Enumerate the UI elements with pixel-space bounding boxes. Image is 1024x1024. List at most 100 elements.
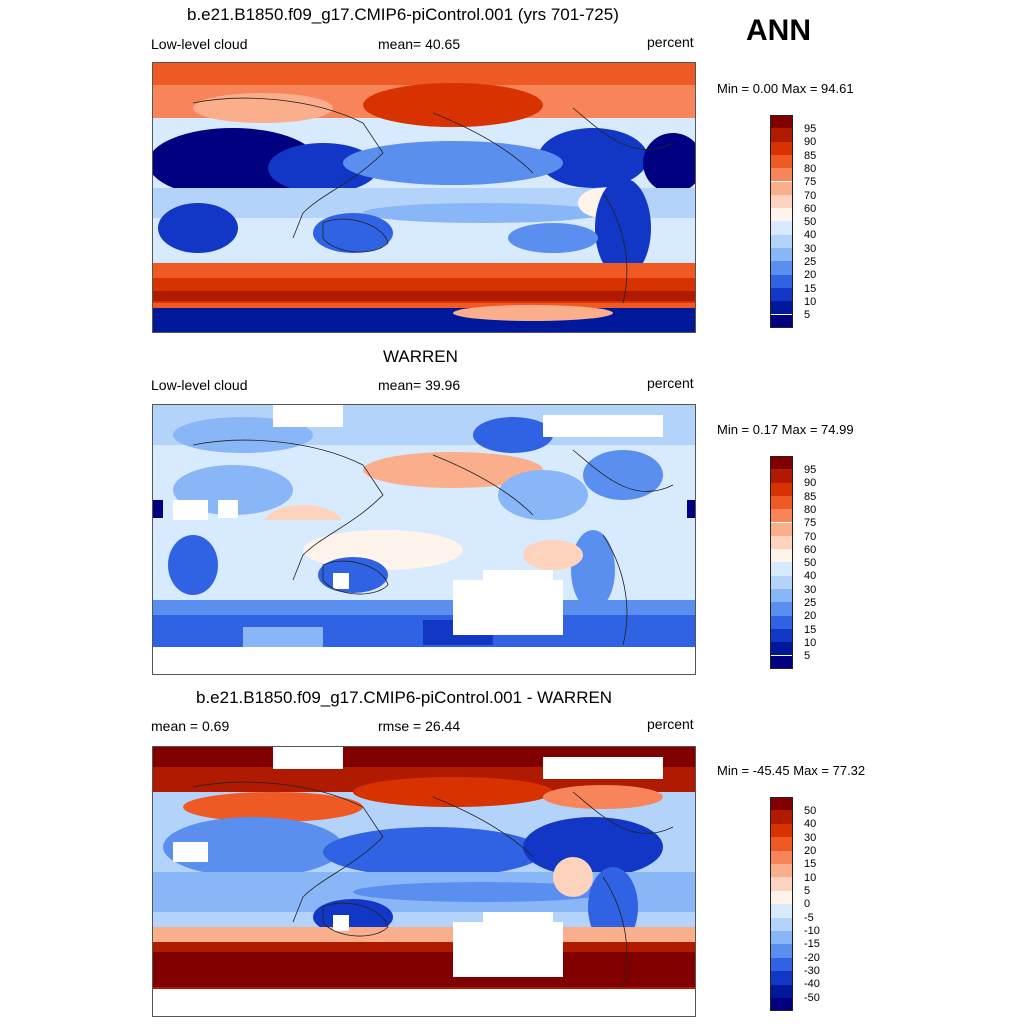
panel2-colorbar-tick: 75 [804, 517, 817, 529]
panel3-rmse-label: rmse = 26.44 [378, 718, 461, 734]
panel2-title: WARREN [383, 347, 458, 366]
panel1-title: b.e21.B1850.f09_g17.CMIP6-piControl.001 … [187, 5, 619, 24]
panel2-colorbar-tick: 10 [804, 637, 817, 649]
panel3-colorbar-swatch [770, 917, 793, 931]
panel1-colorbar-swatch [770, 287, 793, 302]
panel2-map [152, 404, 696, 675]
panel3-colorbar-tick: -50 [804, 992, 820, 1004]
panel3-colorbar-tick: 5 [804, 885, 811, 897]
panel1-colorbar-tick: 15 [804, 283, 817, 295]
panel1-colorbar-swatch [770, 234, 793, 248]
panel1-colorbar-tick: 20 [804, 269, 817, 281]
panel1-colorbar-swatch [770, 115, 793, 129]
panel2-map-field [153, 405, 695, 674]
panel1-colorbar-tick: 40 [804, 229, 817, 241]
panel2-units-label: percent [647, 375, 694, 391]
panel2-colorbar-swatch [770, 602, 793, 616]
panel1-colorbar-swatch [770, 261, 793, 275]
panel3-colorbar-swatch [770, 864, 793, 878]
panel3-mean-label: mean = 0.69 [151, 718, 230, 734]
panel3-colorbar-tick: 20 [804, 845, 817, 857]
panel1-mean-label: mean= 40.65 [378, 36, 461, 52]
panel1-colorbar-tick: 50 [804, 216, 817, 228]
panel3-colorbar-tick: 50 [804, 805, 817, 817]
panel1-colorbar-tick: 75 [804, 176, 817, 188]
panel2-colorbar-swatch [770, 589, 793, 603]
panel3-colorbar-swatch [770, 823, 793, 838]
panel3-colorbar-tick: -20 [804, 952, 820, 964]
panel1-map [152, 62, 696, 333]
panel3-colorbar-tick: 0 [804, 898, 811, 910]
panel2-left-label: Low-level cloud [151, 377, 248, 393]
panel2-colorbar-swatch [770, 469, 793, 483]
season-label: ANN [746, 14, 811, 47]
panel3-map-field [153, 747, 695, 1016]
panel1-colorbar-tick: 90 [804, 136, 817, 148]
panel2-colorbar-swatch [770, 575, 793, 589]
panel1-minmax: Min = 0.00 Max = 94.61 [717, 81, 854, 96]
panel1-colorbar-swatch [770, 181, 793, 195]
panel1-left-label: Low-level cloud [151, 36, 248, 52]
panel1-colorbar-tick: 85 [804, 150, 817, 162]
panel1-colorbar-swatch [770, 141, 793, 155]
panel3-colorbar-tick: 15 [804, 858, 817, 870]
panel2-colorbar-tick: 30 [804, 584, 817, 596]
panel3-colorbar-swatch [770, 984, 793, 998]
panel1-map-field [153, 63, 695, 332]
panel1-units-label: percent [647, 34, 694, 50]
panel3-colorbar-swatch [770, 890, 793, 905]
panel1-colorbar-tick: 95 [804, 123, 817, 135]
panel2-colorbar-tick: 25 [804, 597, 817, 609]
panel2-colorbar-swatch [770, 549, 793, 563]
panel2-colorbar-swatch [770, 655, 793, 669]
panel2-colorbar-swatch [770, 615, 793, 629]
panel2-colorbar-tick: 80 [804, 504, 817, 516]
panel3-colorbar-swatch [770, 797, 793, 811]
panel2-mean-label: mean= 39.96 [378, 377, 461, 393]
panel3-colorbar-swatch [770, 810, 793, 824]
panel2-colorbar-swatch [770, 509, 793, 523]
panel2-colorbar-tick: 85 [804, 491, 817, 503]
panel3-colorbar-tick: 10 [804, 872, 817, 884]
panel2-colorbar-tick: 15 [804, 624, 817, 636]
panel3-colorbar-tick: -5 [804, 912, 814, 924]
panel2-colorbar-swatch [770, 495, 793, 510]
panel1-colorbar-swatch [770, 168, 793, 182]
panel2-minmax: Min = 0.17 Max = 74.99 [717, 422, 854, 437]
panel3-colorbar-swatch [770, 931, 793, 945]
panel2-colorbar-tick: 60 [804, 544, 817, 556]
panel1-colorbar-swatch [770, 128, 793, 142]
panel2-colorbar-swatch [770, 456, 793, 470]
panel1-colorbar-swatch [770, 274, 793, 288]
panel3-colorbar-swatch [770, 850, 793, 864]
panel3-map [152, 746, 696, 1017]
panel2-colorbar-tick: 70 [804, 531, 817, 543]
panel2-colorbar-tick: 40 [804, 570, 817, 582]
panel2-colorbar-tick: 5 [804, 650, 811, 662]
panel3-colorbar-tick: -40 [804, 978, 820, 990]
panel2-colorbar-tick: 20 [804, 610, 817, 622]
panel3-units-label: percent [647, 716, 694, 732]
panel3-colorbar-swatch [770, 877, 793, 891]
panel3-colorbar [770, 797, 793, 1011]
panel1-colorbar-tick: 5 [804, 309, 811, 321]
panel3-minmax: Min = -45.45 Max = 77.32 [717, 763, 866, 778]
panel2-colorbar-swatch [770, 642, 793, 656]
panel2-colorbar-tick: 95 [804, 464, 817, 476]
panel1-colorbar-swatch [770, 301, 793, 315]
panel2-colorbar-swatch [770, 535, 793, 550]
panel1-colorbar [770, 115, 793, 328]
panel1-colorbar-tick: 70 [804, 190, 817, 202]
panel2-colorbar-tick: 90 [804, 477, 817, 489]
panel2-colorbar-swatch [770, 628, 793, 643]
panel3-colorbar-swatch [770, 971, 793, 985]
panel3-colorbar-tick: -30 [804, 965, 820, 977]
panel3-title: b.e21.B1850.f09_g17.CMIP6-piControl.001 … [196, 688, 613, 707]
panel1-colorbar-tick: 60 [804, 203, 817, 215]
panel1-colorbar-swatch [770, 208, 793, 222]
panel1-colorbar-tick: 30 [804, 243, 817, 255]
panel3-colorbar-swatch [770, 837, 793, 851]
panel1-colorbar-tick: 10 [804, 296, 817, 308]
panel1-colorbar-swatch [770, 194, 793, 209]
panel2-colorbar-swatch [770, 562, 793, 576]
